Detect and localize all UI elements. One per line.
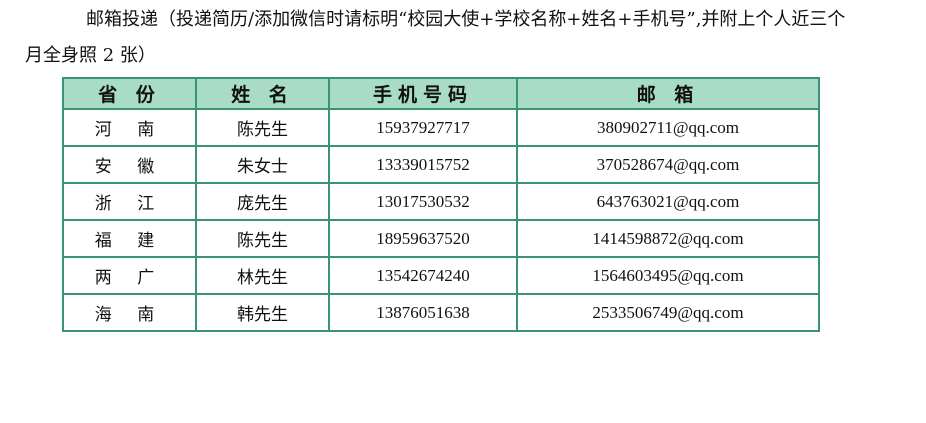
header-province: 省 份 bbox=[62, 77, 197, 110]
cell-phone: 13542674240 bbox=[328, 256, 518, 295]
cell-province: 浙 江 bbox=[62, 182, 197, 221]
table-row: 福 建陈先生 18959637520 1414598872@qq.com bbox=[62, 219, 820, 258]
cell-province: 海 南 bbox=[62, 293, 197, 332]
cell-phone: 18959637520 bbox=[328, 219, 518, 258]
cell-province: 河 南 bbox=[62, 108, 197, 147]
table-row: 两 广林先生 13542674240 1564603495@qq.com bbox=[62, 256, 820, 295]
table-row: 浙 江庞先生 13017530532 643763021@qq.com bbox=[62, 182, 820, 221]
cell-province: 安 徽 bbox=[62, 145, 197, 184]
header-name: 姓 名 bbox=[195, 77, 330, 110]
cell-phone: 13017530532 bbox=[328, 182, 518, 221]
cell-phone: 13339015752 bbox=[328, 145, 518, 184]
cell-name: 陈先生 bbox=[195, 219, 330, 258]
contact-table: 省 份 姓 名 手机号码 邮 箱 河 南陈先生 15937927717 380902… bbox=[62, 77, 820, 332]
cell-province: 福 建 bbox=[62, 219, 197, 258]
cell-name: 陈先生 bbox=[195, 108, 330, 147]
cell-name: 庞先生 bbox=[195, 182, 330, 221]
cell-name: 林先生 bbox=[195, 256, 330, 295]
cell-name: 韩先生 bbox=[195, 293, 330, 332]
cell-email: 370528674@qq.com bbox=[516, 145, 820, 184]
cell-email: 2533506749@qq.com bbox=[516, 293, 820, 332]
header-email: 邮 箱 bbox=[516, 77, 820, 110]
intro-paragraph: 邮箱投递（投递简历/添加微信时请标明“校园大使+学校名称+姓名+手机号”,并附上… bbox=[25, 9, 846, 66]
cell-email: 1564603495@qq.com bbox=[516, 256, 820, 295]
cell-email: 643763021@qq.com bbox=[516, 182, 820, 221]
cell-email: 380902711@qq.com bbox=[516, 108, 820, 147]
table-row: 河 南陈先生 15937927717 380902711@qq.com bbox=[62, 108, 820, 147]
table-row: 安 徽朱女士 13339015752 370528674@qq.com bbox=[62, 145, 820, 184]
cell-name: 朱女士 bbox=[195, 145, 330, 184]
cell-email: 1414598872@qq.com bbox=[516, 219, 820, 258]
cell-phone: 15937927717 bbox=[328, 108, 518, 147]
cell-province: 两 广 bbox=[62, 256, 197, 295]
table-header-row: 省 份 姓 名 手机号码 邮 箱 bbox=[62, 77, 820, 110]
table-row: 海 南韩先生 13876051638 2533506749@qq.com bbox=[62, 293, 820, 332]
header-phone: 手机号码 bbox=[328, 77, 518, 110]
cell-phone: 13876051638 bbox=[328, 293, 518, 332]
